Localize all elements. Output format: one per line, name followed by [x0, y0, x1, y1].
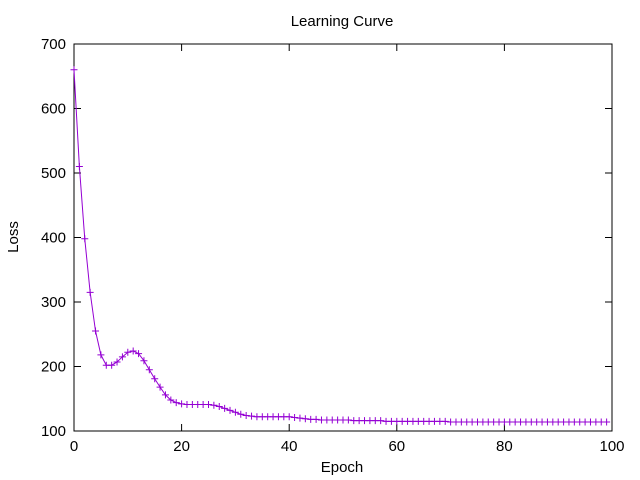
- data-point: [248, 412, 256, 420]
- y-tick-label: 400: [41, 230, 66, 247]
- data-point: [140, 357, 148, 365]
- data-point: [377, 417, 385, 425]
- data-point: [215, 402, 223, 410]
- x-tick-label: 60: [388, 438, 405, 455]
- data-point: [118, 353, 126, 361]
- data-point: [205, 401, 212, 409]
- loss-series-markers: [70, 66, 611, 426]
- data-point: [441, 417, 449, 425]
- data-point: [296, 414, 304, 422]
- data-point: [124, 348, 132, 356]
- y-tick-label: 500: [41, 165, 66, 182]
- data-point: [129, 347, 137, 355]
- y-tick-label: 600: [41, 101, 66, 118]
- data-point: [172, 399, 180, 407]
- data-point: [242, 412, 250, 420]
- plot-border: [73, 43, 613, 432]
- data-point: [156, 383, 164, 391]
- plot-frame: [73, 43, 613, 432]
- y-tick-label: 100: [41, 423, 66, 440]
- data-point: [231, 408, 239, 416]
- data-point: [92, 327, 100, 335]
- x-tick-label: 100: [599, 438, 624, 455]
- data-point: [86, 288, 94, 296]
- data-point: [237, 410, 245, 418]
- y-tick-label: 300: [41, 294, 66, 311]
- data-point: [75, 163, 83, 171]
- y-tick-label: 200: [41, 359, 66, 376]
- x-tick-label: 0: [70, 438, 78, 455]
- x-tick-label: 80: [496, 438, 513, 455]
- x-tick-label: 20: [173, 438, 190, 455]
- data-point: [221, 404, 229, 412]
- data-point: [301, 415, 309, 423]
- loss-series-line: [73, 69, 607, 423]
- data-point: [70, 66, 78, 74]
- data-point: [344, 416, 352, 424]
- data-point: [210, 401, 218, 409]
- data-point: [167, 396, 175, 404]
- y-tick-label: 700: [41, 36, 66, 53]
- data-point: [81, 235, 89, 243]
- data-point: [145, 366, 153, 374]
- data-point: [151, 375, 159, 383]
- data-point: [161, 391, 169, 399]
- data-point: [97, 351, 105, 359]
- chart-title: Learning Curve: [291, 13, 394, 30]
- x-axis: 0 20 40 60 80 100: [70, 44, 625, 455]
- x-tick-label: 40: [281, 438, 298, 455]
- data-point: [603, 418, 611, 426]
- data-point: [113, 358, 121, 366]
- data-point: [135, 350, 143, 358]
- data-point: [312, 415, 320, 423]
- data-point: [291, 413, 299, 421]
- data-point: [108, 361, 116, 369]
- data-point: [226, 406, 234, 414]
- x-axis-label: Epoch: [321, 459, 364, 476]
- data-point: [178, 400, 186, 408]
- y-axis-label: Loss: [5, 221, 22, 253]
- data-point: [285, 413, 293, 421]
- y-axis: 100 200 300 400 500 600 700: [41, 36, 612, 440]
